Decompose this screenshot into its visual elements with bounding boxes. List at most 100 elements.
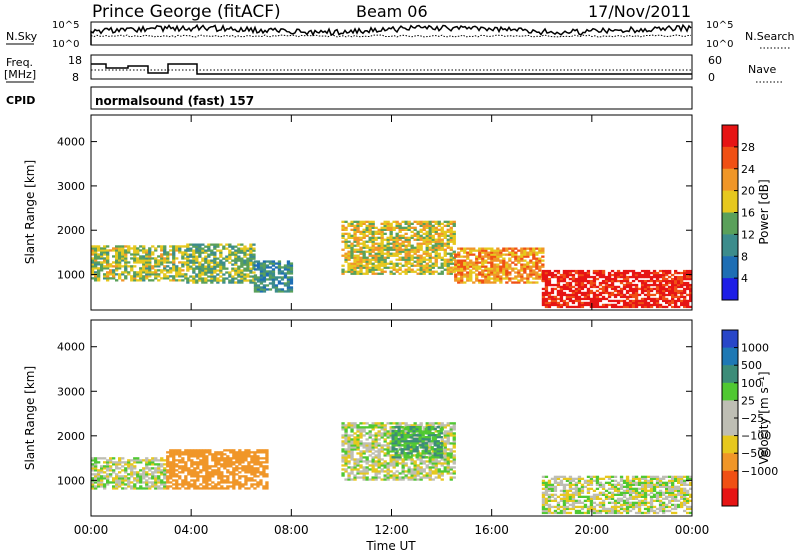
power-echo-cell (478, 249, 482, 252)
power-echo-cell (160, 253, 164, 256)
power-echo-cell (680, 279, 684, 283)
velocity-echo-cell (350, 454, 354, 457)
velocity-echo-cell (377, 476, 381, 479)
power-echo-cell (544, 291, 549, 295)
velocity-echo-cell (637, 487, 642, 490)
velocity-echo-cell (571, 495, 576, 498)
velocity-echo-cell (565, 497, 570, 500)
power-echo-cell (472, 247, 476, 250)
power-echo-cell (353, 248, 357, 251)
power-echo-cell (286, 284, 291, 287)
velocity-echo-cell (439, 432, 443, 435)
power-echo-cell (413, 260, 417, 263)
velocity-echo-cell (604, 475, 609, 478)
power-echo-cell (380, 236, 384, 239)
velocity-echo-cell (371, 478, 375, 481)
power-echo-cell (457, 251, 461, 254)
velocity-echo-cell (443, 432, 447, 435)
power-echo-cell (234, 271, 238, 274)
power-echo-cell (511, 281, 515, 284)
power-echo-cell (646, 283, 651, 287)
velocity-echo-cell (634, 503, 639, 507)
velocity-echo-cell (425, 464, 429, 467)
velocity-echo-cell (431, 436, 435, 439)
velocity-echo-cell (541, 499, 546, 502)
velocity-echo-cell (220, 465, 224, 468)
power-echo-cell (547, 303, 552, 307)
power-echo-cell (683, 305, 687, 309)
velocity-echo-cell (433, 456, 437, 459)
power-echo-cell (365, 268, 369, 271)
velocity-echo-cell (562, 485, 567, 488)
power-echo-cell (613, 295, 618, 299)
power-echo-cell (622, 299, 627, 303)
power-echo-cell (562, 271, 567, 275)
power-echo-cell (580, 277, 585, 281)
velocity-echo-cell (169, 485, 173, 488)
velocity-echo-cell (595, 509, 600, 513)
power-echo-cell (262, 276, 267, 279)
power-echo-cell (577, 305, 582, 309)
power-echo-cell (237, 251, 241, 254)
velocity-echo-cell (151, 475, 155, 478)
power-echo-cell (186, 279, 190, 282)
power-echo-cell (559, 295, 564, 299)
power-echo-cell (383, 264, 387, 267)
velocity-echo-cell (631, 501, 636, 504)
velocity-echo-cell (112, 477, 116, 480)
power-echo-cell (683, 303, 687, 307)
velocity-echo-cell (406, 448, 410, 451)
power-echo-cell (505, 265, 509, 268)
power-echo-cell (475, 259, 479, 262)
velocity-echo-cell (412, 432, 416, 435)
power-echo-cell (514, 275, 518, 278)
power-echo-cell (106, 251, 110, 254)
velocity-echo-cell (238, 461, 242, 464)
velocity-echo-cell (406, 428, 410, 431)
power-echo-cell (556, 293, 561, 297)
power-echo-cell (443, 244, 447, 247)
power-echo-cell (347, 262, 351, 265)
power-echo-cell (689, 275, 693, 279)
power-echo-cell (347, 254, 351, 257)
velocity-echo-cell (397, 440, 401, 443)
power-echo-cell (240, 277, 244, 280)
power-echo-cell (133, 261, 137, 264)
velocity-echo-cell (389, 446, 393, 449)
power-echo-cell (410, 244, 414, 247)
power-echo-cell (127, 245, 131, 248)
power-echo-cell (204, 259, 208, 262)
power-echo-cell (210, 277, 214, 280)
power-echo-cell (475, 249, 479, 252)
velocity-echo-cell (145, 461, 149, 464)
power-echo-cell (181, 251, 185, 254)
power-echo-cell (389, 226, 393, 229)
velocity-echo-cell (148, 467, 152, 470)
power-echo-cell (368, 240, 372, 243)
power-echo-cell (431, 244, 435, 247)
velocity-echo-cell (139, 477, 143, 480)
power-echo-cell (452, 238, 456, 241)
velocity-echo-cell (443, 424, 447, 427)
power-echo-cell (228, 279, 232, 282)
velocity-echo-cell (386, 422, 390, 425)
power-echo-cell (210, 261, 214, 264)
velocity-echo-cell (130, 481, 134, 484)
power-echo-cell (380, 240, 384, 243)
power-echo-cell (115, 253, 119, 256)
power-echo-cell (550, 301, 555, 305)
velocity-echo-cell (226, 459, 230, 462)
velocity-echo-cell (428, 472, 432, 475)
power-echo-cell (410, 256, 414, 259)
velocity-echo-cell (178, 461, 182, 464)
power-echo-cell (541, 269, 546, 273)
velocity-echo-cell (404, 422, 408, 425)
power-echo-cell (466, 247, 470, 250)
velocity-echo-cell (220, 481, 224, 484)
velocity-echo-cell (427, 432, 431, 435)
power-echo-cell (416, 220, 420, 223)
power-echo-cell (160, 263, 164, 266)
power-echo-cell (472, 263, 476, 266)
power-echo-cell (449, 252, 453, 255)
velocity-echo-cell (121, 487, 125, 490)
